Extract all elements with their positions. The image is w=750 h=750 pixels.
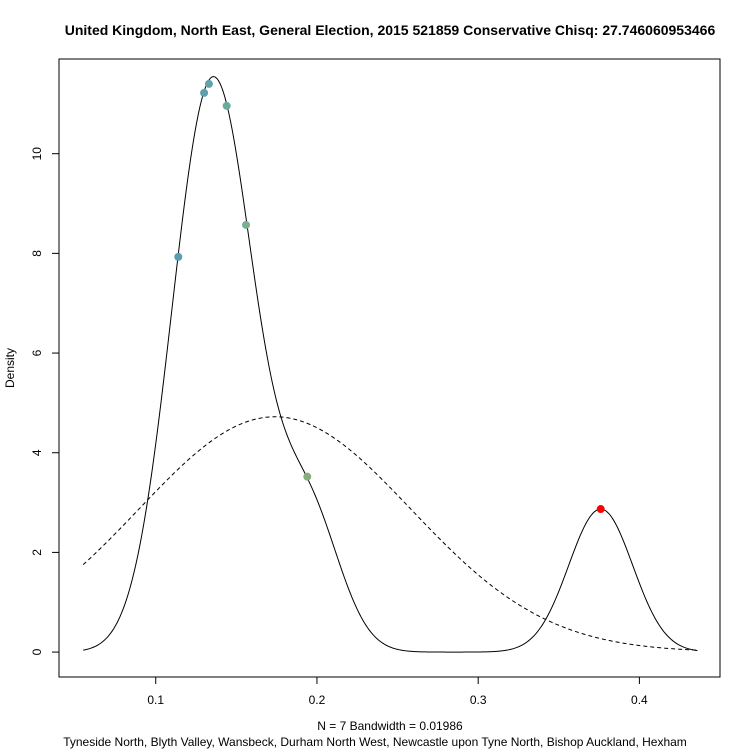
data-point — [222, 101, 231, 110]
y-tick-label: 6 — [30, 349, 44, 356]
x-axis-label-line1: N = 7 Bandwidth = 0.01986 — [317, 719, 463, 733]
y-tick-label: 10 — [30, 147, 44, 161]
chart-title: United Kingdom, North East, General Elec… — [65, 22, 716, 38]
y-tick-label: 2 — [30, 549, 44, 556]
plot-frame — [58, 58, 721, 678]
y-tick-label: 0 — [30, 648, 44, 655]
y-axis: 0 2 4 6 8 10 — [30, 147, 60, 655]
x-tick-label: 0.1 — [147, 693, 164, 707]
data-points — [174, 79, 605, 514]
data-point — [303, 472, 312, 481]
kde-curve — [83, 76, 698, 653]
data-point — [596, 505, 605, 514]
x-axis: 0.1 0.2 0.3 0.4 — [147, 676, 648, 707]
data-point — [200, 88, 209, 97]
y-tick-label: 8 — [30, 250, 44, 257]
x-tick-label: 0.3 — [470, 693, 487, 707]
data-point — [204, 79, 213, 88]
y-axis-label: Density — [3, 348, 17, 388]
data-point — [242, 220, 251, 229]
y-tick-label: 4 — [30, 449, 44, 456]
x-tick-label: 0.2 — [309, 693, 326, 707]
x-tick-label: 0.4 — [631, 693, 648, 707]
normal-curve — [82, 416, 698, 651]
data-point — [174, 252, 183, 261]
x-axis-label-line2: Tyneside North, Blyth Valley, Wansbeck, … — [63, 735, 687, 749]
